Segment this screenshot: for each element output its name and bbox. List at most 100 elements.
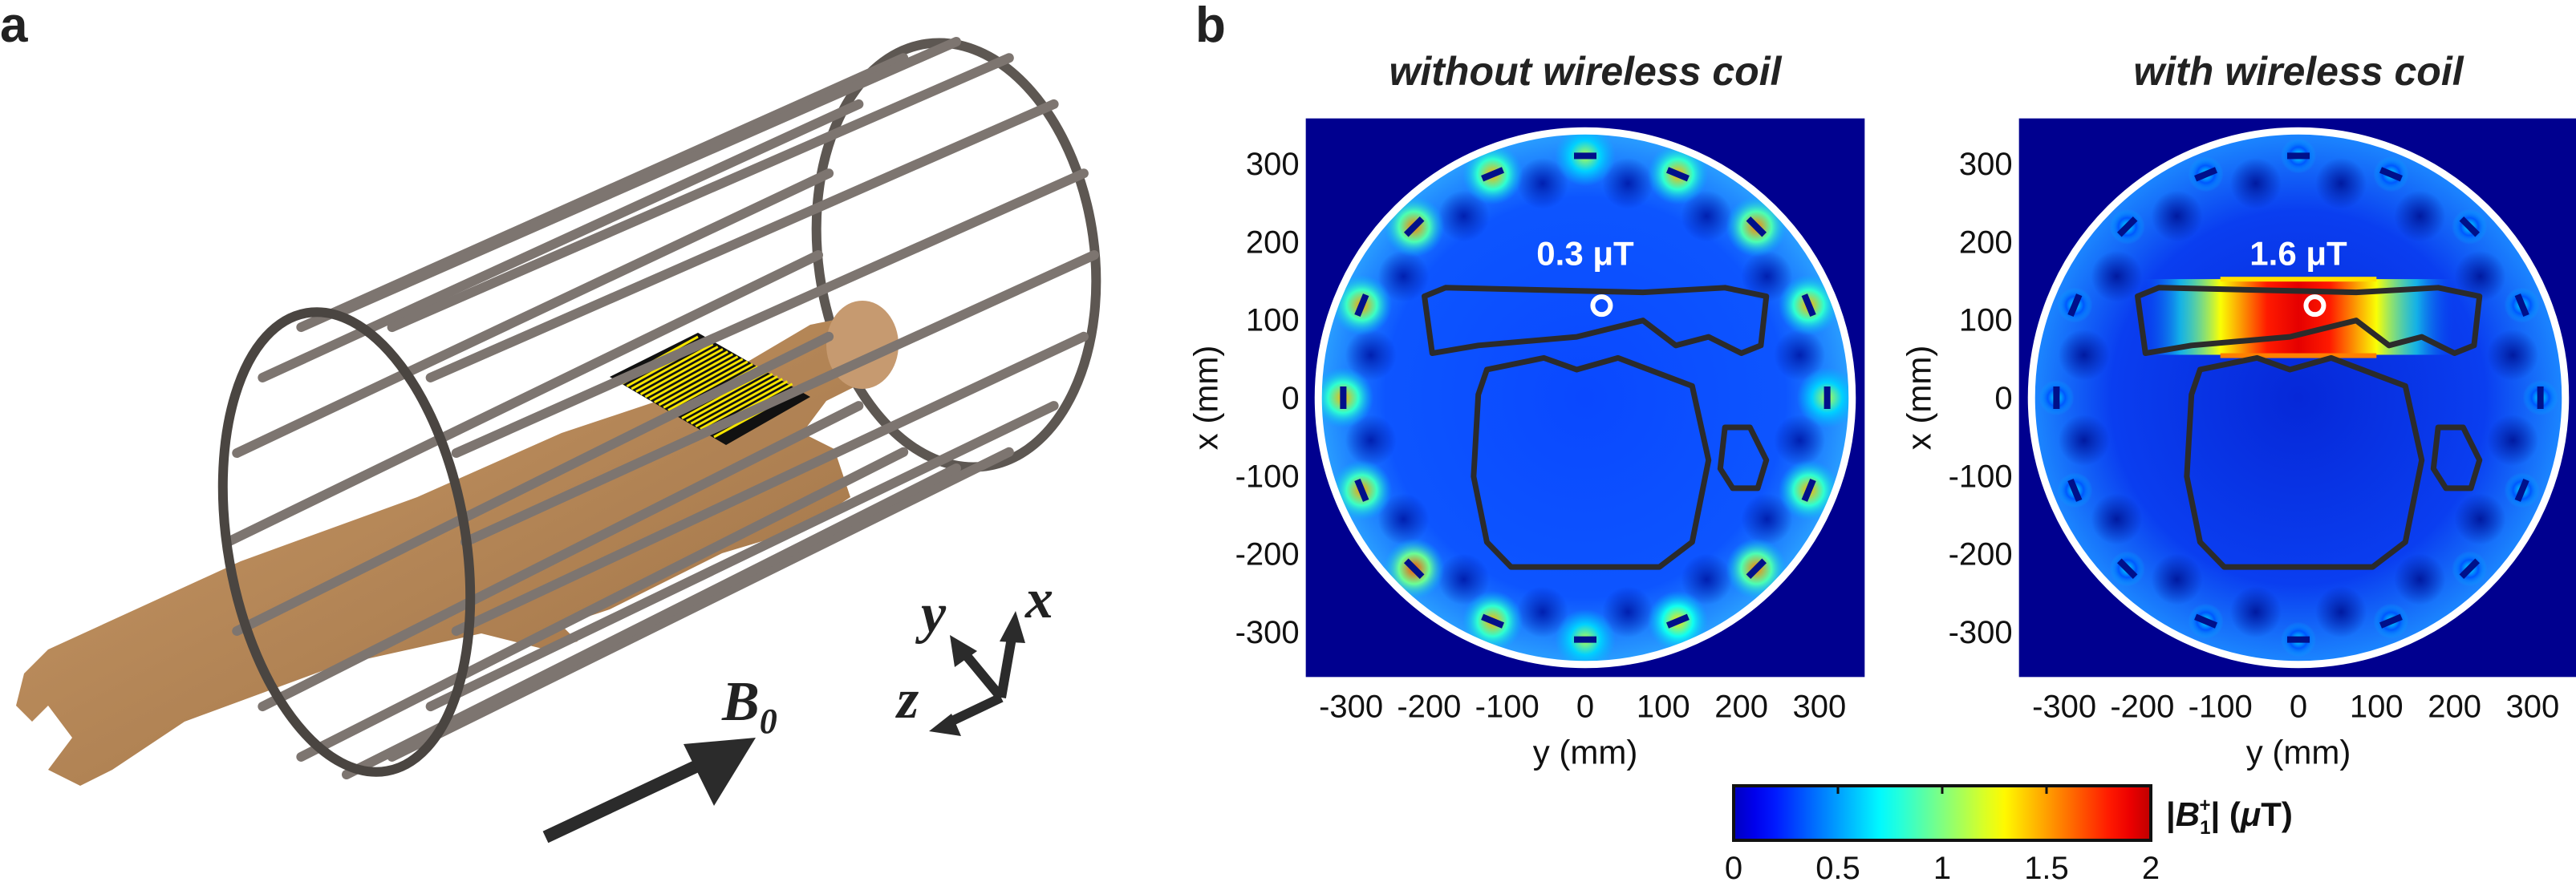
cage-bar: [451, 331, 1089, 636]
low-field-region: [2454, 493, 2506, 545]
rung-element: [2194, 167, 2218, 182]
rung-element: [1574, 152, 1596, 160]
y-tick-label: 200: [1246, 225, 1300, 260]
rung-element: [2194, 613, 2218, 629]
b0-label: B0: [721, 671, 777, 741]
rung-element: [2116, 216, 2138, 237]
organ-contour: [2430, 424, 2483, 492]
axis-z-label: z: [895, 669, 919, 730]
lung-contour: [1422, 285, 1770, 357]
x-tick-label: 300: [1793, 689, 1847, 724]
rung-element: [2459, 216, 2481, 237]
low-field-region: [2315, 157, 2367, 209]
low-field-region: [2058, 415, 2110, 467]
rung-element: [2537, 386, 2544, 409]
x-tick-label: 200: [1714, 689, 1768, 724]
cage-bar: [425, 401, 1059, 712]
y-tick-label: -200: [1949, 537, 2013, 572]
y-tick-label: 300: [1246, 147, 1300, 182]
low-field-region: [1741, 250, 1793, 302]
rung-element: [1340, 386, 1347, 409]
heart-liver-contour: [2184, 354, 2425, 570]
low-field-region: [2091, 493, 2143, 545]
colorbar-tick-label: 1: [1933, 851, 1951, 882]
rung-element: [2287, 152, 2310, 160]
coil-wire: [700, 380, 789, 431]
low-field-region: [2229, 157, 2282, 209]
low-field-region: [1438, 553, 1490, 605]
low-field-region: [1681, 553, 1733, 605]
rung-element: [2053, 386, 2060, 409]
axis-x-label: x: [1024, 568, 1053, 630]
coil-wire: [663, 360, 748, 409]
y-tick-label: -300: [1235, 615, 1300, 650]
field-heatmap: [2031, 131, 2566, 665]
b1-field-maps: 0.3 μT without wireless coil -300 -200 -100 0…: [1187, 49, 2576, 771]
rung-element: [2459, 558, 2481, 580]
x-tick-label: -200: [1397, 689, 1461, 724]
field-map-with-coil: 1.6 μT with wireless coil -300 -200 -100 0 100…: [1901, 49, 2576, 771]
colorbar-tick-label: 0.5: [1815, 851, 1860, 882]
coil-edge-top: [2220, 277, 2377, 282]
cage-bar: [451, 168, 1089, 459]
low-field-region: [1602, 586, 1654, 638]
x-tick-label: 200: [2428, 689, 2481, 724]
cage-bars: [223, 37, 1099, 779]
rung-element: [2067, 478, 2083, 502]
x-tick-label: 100: [2350, 689, 2404, 724]
low-field-region: [2487, 329, 2539, 381]
peak-field-label: 1.6 μT: [2249, 235, 2347, 273]
coil-wire: [644, 350, 728, 399]
low-field-region: [1602, 157, 1654, 209]
x-tick-label: -300: [2032, 689, 2096, 724]
low-field-region: [1516, 157, 1568, 209]
plot-title: with wireless coil: [2133, 49, 2464, 94]
coil-edge-bottom: [2220, 353, 2377, 358]
rung-element: [1354, 478, 1369, 502]
low-field-region: [1681, 190, 1733, 242]
rung-element: [2514, 478, 2529, 502]
coil-wire: [653, 355, 739, 403]
low-field-region: [1345, 415, 1397, 467]
rung-element: [1403, 558, 1425, 580]
rung-element: [2116, 558, 2138, 580]
body-silhouette: [16, 317, 890, 786]
y-tick-label: 300: [1959, 147, 2013, 182]
coil-wire: [690, 375, 778, 425]
coil-wire: [635, 346, 719, 393]
low-field-region: [1774, 329, 1826, 381]
colorbar-gradient: [1732, 784, 2152, 842]
x-tick-label: -100: [1475, 689, 1540, 724]
low-field-region: [1345, 329, 1397, 381]
panel-b-label: b: [1195, 0, 1226, 53]
low-field-region: [1377, 250, 1430, 302]
panel-a-label: a: [0, 0, 28, 53]
colorbar: 0 0.5 1 1.5 2 |B1+| (μT): [1725, 784, 2293, 882]
rung-element: [1481, 167, 1505, 182]
field-heatmap: [1318, 131, 1852, 665]
y-axis-label: x (mm): [1901, 346, 1938, 451]
y-tick-label: 0: [1281, 381, 1299, 416]
low-field-region: [1774, 415, 1826, 467]
y-tick-label: -100: [1949, 459, 2013, 494]
y-tick-label: 0: [1994, 381, 2012, 416]
rung-element: [2287, 636, 2310, 643]
coil-wire: [695, 378, 783, 427]
cage-bar: [387, 53, 1014, 333]
plot-title: without wireless coil: [1389, 49, 1783, 94]
x-tick-label: -100: [2189, 689, 2253, 724]
low-field-region: [2394, 190, 2446, 242]
low-field-region: [2315, 586, 2367, 638]
low-field-region: [2091, 250, 2143, 302]
rung-element: [2514, 293, 2529, 318]
low-field-region: [1438, 190, 1490, 242]
low-field-region: [1516, 586, 1568, 638]
cage-bar: [223, 250, 823, 547]
cage-bar: [425, 99, 1059, 382]
coil-wire: [649, 353, 734, 401]
rung-element: [1665, 613, 1690, 629]
rung-element: [1574, 636, 1596, 643]
colorbar-tick-label: 0: [1725, 851, 1742, 882]
organ-contour: [1717, 424, 1770, 492]
cage-bar: [258, 401, 864, 712]
